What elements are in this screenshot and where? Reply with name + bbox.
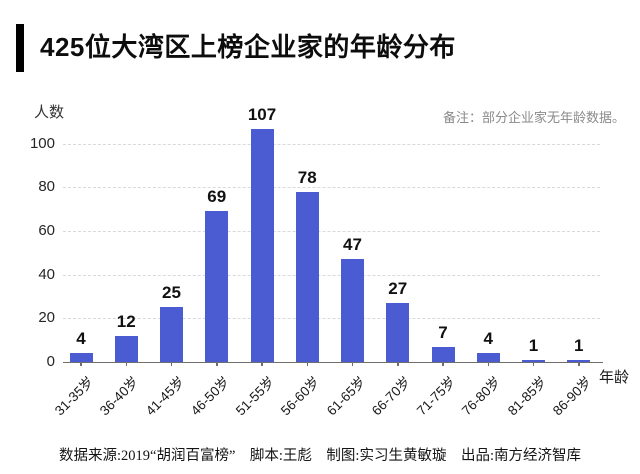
bar-value-label: 7: [438, 322, 448, 342]
bar-value-label: 1: [528, 335, 539, 355]
y-tick-label: 60: [38, 222, 55, 240]
bar-51-55岁: [250, 128, 274, 362]
bar-value-label: 107: [247, 104, 277, 124]
x-tick: [578, 362, 580, 366]
credits-footer: 数据来源:2019“胡润百富榜” 脚本:王彪 制图:实习生黄敏璇 出品:南方经济…: [59, 448, 581, 464]
bar-66-70岁: [386, 303, 410, 362]
bar-56-60岁: [295, 191, 319, 362]
y-tick-label: 80: [38, 178, 55, 196]
gridline-40: [63, 274, 600, 276]
y-tick-label: 100: [29, 134, 55, 152]
bar-46-50岁: [205, 211, 229, 362]
gridline-60: [63, 231, 600, 233]
bar-value-label: 4: [76, 329, 86, 349]
gridline-20: [63, 318, 600, 320]
y-tick-label: 40: [38, 265, 55, 283]
bar-71-75岁: [431, 346, 455, 362]
bar-81-85岁: [522, 359, 545, 362]
x-tick: [532, 362, 535, 366]
x-tick: [216, 362, 218, 366]
x-tick: [351, 362, 354, 366]
x-axis-title: 年龄: [599, 369, 630, 386]
x-tick: [125, 362, 127, 366]
x-tick: [261, 362, 263, 366]
chart-note: 备注：部分企业家无年龄数据。: [442, 110, 625, 125]
x-tick: [306, 362, 308, 366]
bar-chart-plot-area: 0 20 40 60 80 100 4 31-35岁 12 36-40岁 25 41-45岁 69 46-…: [30, 105, 603, 418]
bar-value-label: 25: [162, 283, 181, 303]
y-tick-label: 20: [38, 309, 55, 327]
bar-value-label: 1: [574, 335, 584, 355]
y-axis-title: 人数: [34, 104, 65, 121]
bar-value-label: 27: [388, 279, 408, 299]
title-accent-bar: [16, 24, 24, 72]
bar-31-35岁: [69, 353, 93, 362]
bar-76-80岁: [476, 353, 500, 362]
bar-61-65岁: [341, 259, 364, 362]
x-tick: [170, 362, 173, 366]
x-tick: [397, 362, 399, 366]
x-tick: [442, 362, 444, 366]
page-title: 425位大湾区上榜企业家的年龄分布: [40, 32, 456, 62]
x-axis-line: [63, 362, 603, 363]
bar-value-label: 4: [483, 329, 493, 349]
bar-41-45岁: [160, 307, 183, 362]
x-tick: [80, 362, 82, 366]
bar-value-label: 47: [343, 235, 362, 255]
bar-86-90岁: [567, 359, 591, 362]
x-tick: [487, 362, 489, 366]
gridline-100: [63, 143, 600, 145]
bar-36-40岁: [114, 335, 138, 362]
y-tick-label: 0: [46, 353, 55, 370]
bar-value-label: 12: [116, 311, 136, 331]
bar-value-label: 78: [297, 167, 317, 187]
gridline-80: [63, 187, 600, 189]
bar-value-label: 69: [207, 187, 227, 207]
